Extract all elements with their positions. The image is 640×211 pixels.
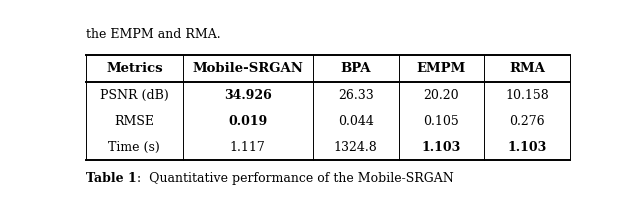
- Text: Table 1: Table 1: [86, 172, 137, 185]
- Text: 1324.8: 1324.8: [334, 141, 378, 154]
- Text: 1.103: 1.103: [422, 141, 461, 154]
- Text: RMSE: RMSE: [115, 115, 154, 128]
- Text: 1.103: 1.103: [508, 141, 547, 154]
- Text: 0.105: 0.105: [424, 115, 460, 128]
- Text: BPA: BPA: [340, 62, 371, 75]
- Text: 1.117: 1.117: [230, 141, 266, 154]
- Text: 0.019: 0.019: [228, 115, 268, 128]
- Text: EMPM: EMPM: [417, 62, 466, 75]
- Text: Time (s): Time (s): [109, 141, 160, 154]
- Text: 0.044: 0.044: [338, 115, 374, 128]
- Text: the EMPM and RMA.: the EMPM and RMA.: [86, 28, 221, 41]
- Text: 34.926: 34.926: [224, 89, 271, 101]
- Text: Mobile-SRGAN: Mobile-SRGAN: [193, 62, 303, 75]
- Text: 0.276: 0.276: [509, 115, 545, 128]
- Text: 26.33: 26.33: [338, 89, 374, 101]
- Text: RMA: RMA: [509, 62, 545, 75]
- Text: 10.158: 10.158: [506, 89, 549, 101]
- Text: PSNR (dB): PSNR (dB): [100, 89, 169, 101]
- Text: 20.20: 20.20: [424, 89, 460, 101]
- Text: Metrics: Metrics: [106, 62, 163, 75]
- Text: :  Quantitative performance of the Mobile-SRGAN: : Quantitative performance of the Mobile…: [137, 172, 454, 185]
